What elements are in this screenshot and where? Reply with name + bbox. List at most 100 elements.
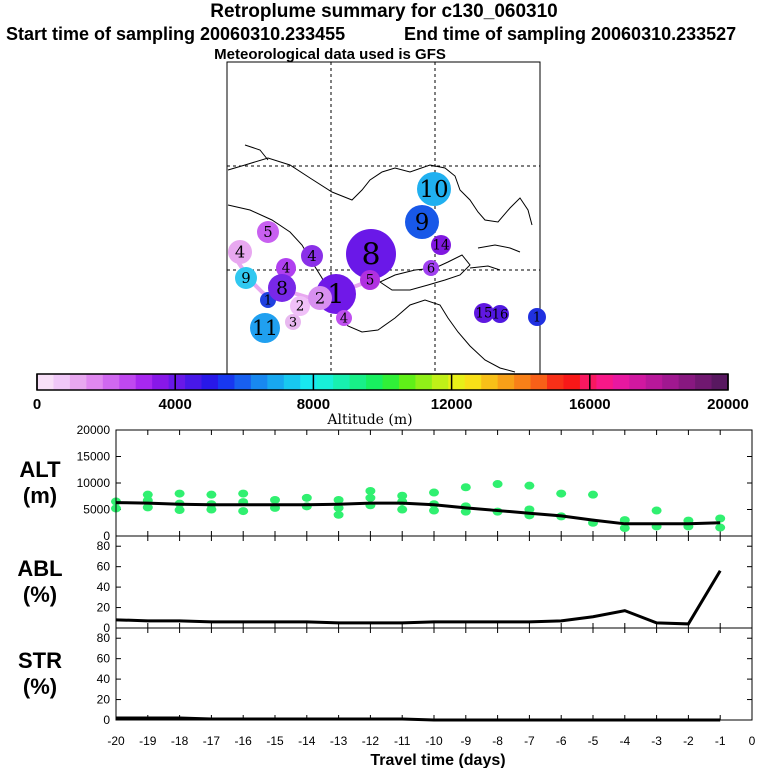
colorbar-tick-label: 0 bbox=[33, 396, 41, 413]
colorbar-cell bbox=[382, 374, 400, 390]
altitude-point bbox=[588, 490, 598, 499]
marker-label: 1 bbox=[327, 279, 344, 310]
alt-axis-label: ALT (m) bbox=[19, 457, 61, 508]
trajectory-marker: 8 bbox=[268, 274, 296, 302]
marker-circle bbox=[228, 240, 252, 264]
marker-label: 15 bbox=[475, 306, 492, 322]
x-tick-label: -20 bbox=[107, 734, 125, 748]
trajectory-marker: 15 bbox=[474, 303, 494, 323]
marker-label: 2 bbox=[296, 299, 305, 315]
marker-label: 4 bbox=[282, 261, 291, 277]
marker-label: 2 bbox=[315, 289, 325, 308]
colorbar-cell bbox=[481, 374, 499, 390]
colorbar-cell bbox=[497, 374, 515, 390]
marker-circle bbox=[491, 305, 509, 323]
colorbar-cell bbox=[333, 374, 351, 390]
trajectory-marker: 3 bbox=[285, 314, 301, 331]
colorbar-cell bbox=[349, 374, 367, 390]
colorbar-cell bbox=[86, 374, 104, 390]
altitude-point bbox=[397, 505, 408, 514]
x-tick-label: -2 bbox=[683, 734, 694, 748]
marker-circle bbox=[474, 303, 494, 323]
colorbar-cell bbox=[283, 374, 301, 390]
colorbar-cell bbox=[530, 374, 548, 390]
altitude-point bbox=[142, 503, 153, 512]
trajectory-marker: 4 bbox=[228, 240, 252, 264]
x-tick-label: -9 bbox=[460, 734, 471, 748]
y-tick-label: 0 bbox=[103, 713, 110, 727]
marker-label: 8 bbox=[276, 278, 288, 300]
marker-label: 9 bbox=[241, 269, 250, 287]
x-tick-label: -11 bbox=[394, 734, 411, 748]
chart-title: Retroplume summary for c130_060310 bbox=[210, 1, 558, 22]
str-axis-label: STR (%) bbox=[18, 648, 62, 699]
x-axis: -20 -19 -18 -17 -16 -15 -14 -13 -12 -11 -10 -9 -8 -7-… bbox=[107, 734, 755, 768]
x-tick-label: -17 bbox=[203, 734, 221, 748]
x-tick-label: -8 bbox=[492, 734, 503, 748]
colorbar-label: Altitude (m) bbox=[326, 412, 412, 428]
marker-label: 4 bbox=[307, 247, 316, 265]
marker-circle bbox=[423, 260, 439, 276]
x-tick-label: -12 bbox=[362, 734, 380, 748]
altitude-point bbox=[619, 524, 630, 533]
x-axis-title: Travel time (days) bbox=[370, 752, 505, 768]
altitude-point bbox=[333, 503, 344, 512]
altitude-point bbox=[715, 523, 726, 532]
marker-circle bbox=[346, 229, 396, 279]
altitude-point bbox=[492, 480, 503, 489]
marker-label: 4 bbox=[235, 243, 245, 262]
altitude-point bbox=[365, 486, 376, 495]
colorbar-cell bbox=[645, 374, 663, 390]
colorbar-cell bbox=[678, 374, 696, 390]
altitude-point bbox=[429, 488, 439, 497]
altitude-point bbox=[460, 483, 471, 492]
trajectory-marker: 6 bbox=[423, 260, 439, 277]
marker-circle bbox=[417, 172, 451, 206]
colorbar-cell bbox=[135, 374, 153, 390]
colorbar-tick-label: 16000 bbox=[569, 396, 611, 413]
abl-series-line bbox=[115, 569, 722, 626]
colorbar-tick-label: 12000 bbox=[431, 396, 473, 413]
y-tick-label: 15000 bbox=[77, 450, 111, 464]
x-tick-label: -15 bbox=[266, 734, 284, 748]
marker-label: 16 bbox=[492, 308, 509, 323]
altitude-point bbox=[715, 514, 726, 523]
colorbar-cell bbox=[300, 374, 318, 390]
colorbar-cell bbox=[234, 374, 252, 390]
colorbar-cell bbox=[711, 374, 729, 390]
trajectory-marker: 14 bbox=[431, 235, 451, 255]
colorbar-cell bbox=[152, 374, 170, 390]
altitude-point bbox=[301, 493, 312, 502]
altitude-point bbox=[333, 495, 344, 504]
trajectory-marker: 1 bbox=[528, 308, 546, 326]
alt-panel: ALT (m) 0 5000 10000 15000 20000 bbox=[19, 423, 753, 543]
colorbar-cell bbox=[201, 374, 219, 390]
colorbar-cell bbox=[366, 374, 383, 390]
marker-circle bbox=[290, 296, 310, 316]
colorbar-cell bbox=[250, 374, 268, 390]
trajectory-marker: 10 bbox=[417, 172, 451, 206]
trajectory-marker: 11 bbox=[250, 313, 280, 343]
colorbar-cell bbox=[119, 374, 137, 390]
altitude-point bbox=[206, 490, 217, 499]
colorbar-cell bbox=[102, 374, 120, 390]
y-tick-label: 20 bbox=[97, 693, 111, 707]
marker-circle bbox=[336, 310, 352, 326]
colorbar-cell bbox=[662, 374, 680, 390]
marker-label: 9 bbox=[415, 210, 430, 236]
trajectory-marker: 4 bbox=[336, 310, 352, 327]
altitude-point bbox=[429, 506, 439, 515]
colorbar-cell bbox=[37, 374, 54, 390]
marker-circle bbox=[268, 274, 296, 302]
y-tick-label: 40 bbox=[97, 580, 111, 594]
altitude-point bbox=[365, 493, 376, 502]
colorbar-cell bbox=[629, 374, 647, 390]
alt-series-line bbox=[115, 501, 721, 526]
y-tick-label: 60 bbox=[97, 652, 111, 666]
abl-axis-label: ABL (%) bbox=[17, 556, 62, 607]
marker-circle bbox=[405, 205, 439, 239]
colorbar-cell bbox=[431, 374, 449, 390]
altitude-point bbox=[524, 481, 535, 490]
altitude-point bbox=[333, 510, 344, 519]
